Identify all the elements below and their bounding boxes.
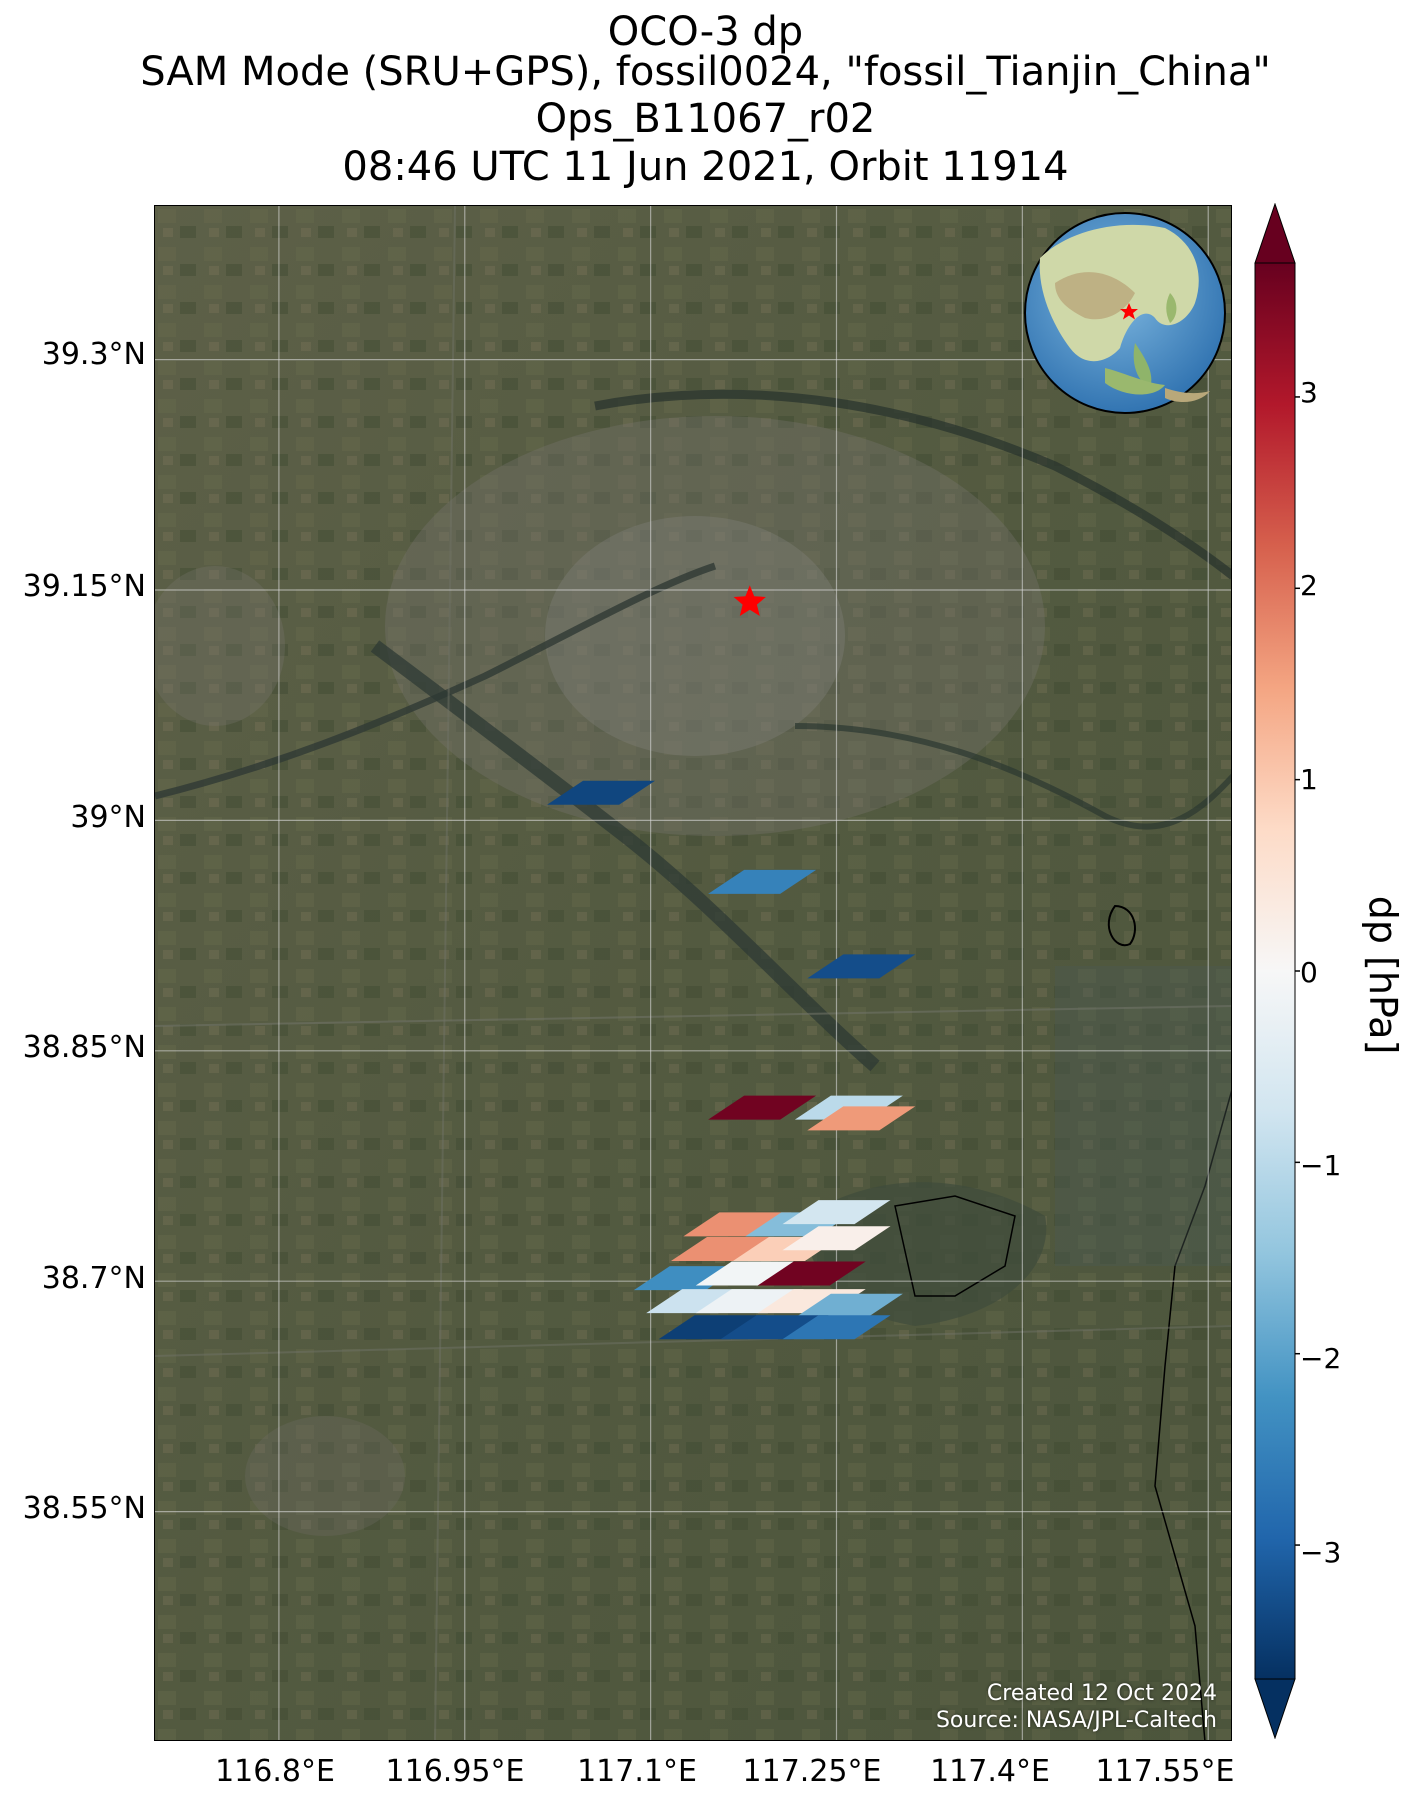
colorbar-label: dp [hPa] [1361, 895, 1405, 1055]
source-credit: Source: NASA/JPL-Caltech [935, 1708, 1217, 1733]
colorbar-extend-min [1254, 1678, 1296, 1739]
colorbar-tick-label: 1 [1300, 763, 1318, 796]
chart-title-line4: 08:46 UTC 11 Jun 2021, Orbit 11914 [342, 144, 1069, 190]
lon-tick-label: 117.55°E [1095, 1754, 1235, 1789]
lon-tick-label: 117.4°E [930, 1754, 1050, 1789]
lon-tick-label: 116.95°E [385, 1754, 525, 1789]
lat-tick-label: 38.85°N [22, 1030, 146, 1065]
footprint-cell [708, 869, 817, 894]
lat-tick-label: 38.55°N [22, 1491, 146, 1526]
lat-tick-label: 39.3°N [41, 337, 146, 372]
chart-title-line3: Ops_B11067_r02 [535, 96, 876, 142]
footprint-cell [683, 1212, 792, 1237]
colorbar-gradient [1255, 263, 1295, 1679]
colorbar-tick-label: 2 [1300, 569, 1318, 602]
basemap-imagery [155, 206, 1231, 1740]
lon-tick-label: 116.8°E [215, 1754, 335, 1789]
map-canvas[interactable] [155, 206, 1232, 1741]
chart-title-line1: OCO-3 dp [607, 9, 804, 55]
target-star-marker [733, 585, 766, 616]
colorbar [1254, 203, 1300, 1739]
lat-tick-label: 39°N [70, 800, 146, 835]
footprint-cell [547, 780, 656, 805]
footprint-cell [807, 1106, 916, 1131]
lat-tick-label: 39.15°N [22, 569, 146, 604]
footprint-cell [757, 1261, 866, 1286]
created-date-credit: Created 12 Oct 2024 [986, 1681, 1217, 1706]
map-panel[interactable]: Created 12 Oct 2024 Source: NASA/JPL-Cal… [154, 205, 1232, 1741]
footprint-cell [708, 1095, 817, 1120]
colorbar-tick-label: −3 [1300, 1536, 1342, 1569]
footprint-cell [794, 1293, 903, 1318]
footprint-cell [782, 1226, 891, 1251]
footprint-cell [782, 1200, 891, 1225]
lon-tick-label: 117.1°E [577, 1754, 697, 1789]
sounding-footprints [547, 780, 916, 1340]
colorbar-extend-max [1254, 203, 1296, 264]
colorbar-tick-label: 0 [1300, 956, 1318, 989]
footprint-cell [807, 954, 916, 979]
colorbar-tick-label: 3 [1300, 376, 1318, 409]
inset-globe [1024, 212, 1226, 414]
lat-tick-label: 38.7°N [41, 1261, 146, 1296]
footprint-cell [782, 1315, 891, 1340]
lon-tick-label: 117.25°E [742, 1754, 882, 1789]
chart-title-line2: SAM Mode (SRU+GPS), fossil0024, "fossil_… [140, 49, 1271, 95]
colorbar-tick-label: −1 [1300, 1149, 1342, 1182]
colorbar-tick-label: −2 [1300, 1342, 1342, 1375]
target-star [733, 585, 766, 616]
